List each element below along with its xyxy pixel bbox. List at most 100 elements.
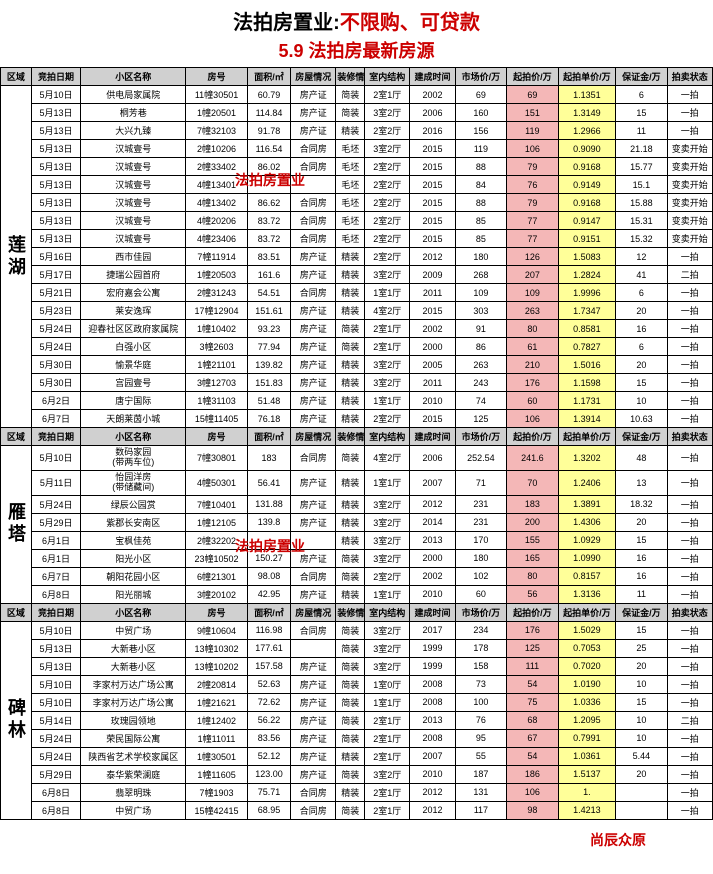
data-cell: 一拍: [667, 470, 712, 495]
data-cell: 20: [616, 657, 667, 675]
data-cell: 13幢10302: [186, 639, 248, 657]
data-cell: 汉城壹号: [81, 230, 186, 248]
table-row: 5月13日汉城壹号2幢10206116.54合同房毛坯3室2厅201511910…: [1, 140, 713, 158]
data-cell: 2015: [410, 158, 455, 176]
data-cell: 唐宁国际: [81, 392, 186, 410]
data-cell: 234: [455, 621, 506, 639]
table-row: 雁塔5月10日数码家园(带两车位)7幢30801183合同房简装4室2厅2006…: [1, 446, 713, 471]
data-cell: 精装: [336, 747, 365, 765]
data-cell: 15.77: [616, 158, 667, 176]
data-cell: 15: [616, 531, 667, 549]
data-cell: 2012: [410, 801, 455, 819]
table-row: 5月16日西市佳园7幢1191483.51房产证精装2室2厅2012180126…: [1, 248, 713, 266]
data-cell: 1室1厅: [365, 284, 410, 302]
data-cell: 玫瑰园领地: [81, 711, 186, 729]
data-cell: 2室2厅: [365, 567, 410, 585]
data-cell: 1999: [410, 639, 455, 657]
data-cell: 61: [507, 338, 558, 356]
data-cell: 80: [507, 320, 558, 338]
data-cell: 88: [455, 194, 506, 212]
data-cell: 5月24日: [31, 495, 80, 513]
data-cell: 1.3136: [558, 585, 616, 603]
data-cell: 1.5137: [558, 765, 616, 783]
data-cell: 李家村万达广场公寓: [81, 675, 186, 693]
col-header: 市场价/万: [455, 603, 506, 621]
col-header: 起拍单价/万: [558, 428, 616, 446]
data-cell: 精装: [336, 410, 365, 428]
data-cell: 一拍: [667, 531, 712, 549]
col-header: 建成时间: [410, 603, 455, 621]
data-cell: 1.: [558, 783, 616, 801]
data-cell: 1.2406: [558, 470, 616, 495]
data-cell: 1室1厅: [365, 693, 410, 711]
data-cell: 房产证: [291, 470, 336, 495]
data-cell: 20: [616, 356, 667, 374]
data-cell: 2006: [410, 104, 455, 122]
data-cell: 187: [455, 765, 506, 783]
data-cell: 供电局家属院: [81, 86, 186, 104]
data-cell: 房产证: [291, 693, 336, 711]
data-cell: 精装: [336, 122, 365, 140]
data-cell: 60: [455, 585, 506, 603]
data-cell: 2015: [410, 140, 455, 158]
data-cell: 5.44: [616, 747, 667, 765]
data-cell: 5月17日: [31, 266, 80, 284]
data-cell: 4幢20206: [186, 212, 248, 230]
data-cell: 263: [507, 302, 558, 320]
data-cell: 1幢20503: [186, 266, 248, 284]
data-cell: 简装: [336, 621, 365, 639]
data-cell: 15幢42415: [186, 801, 248, 819]
data-cell: 6: [616, 284, 667, 302]
data-cell: 15: [616, 374, 667, 392]
data-cell: 52.12: [247, 747, 290, 765]
data-cell: 1.0190: [558, 675, 616, 693]
data-cell: 13: [616, 470, 667, 495]
data-cell: 2室1厅: [365, 86, 410, 104]
data-cell: 1.0929: [558, 531, 616, 549]
data-cell: [247, 176, 290, 194]
data-cell: 一拍: [667, 513, 712, 531]
data-cell: 91: [455, 320, 506, 338]
data-cell: 简装: [336, 338, 365, 356]
data-cell: 6月8日: [31, 783, 80, 801]
data-cell: 15.1: [616, 176, 667, 194]
data-cell: 75.71: [247, 783, 290, 801]
data-cell: 102: [455, 567, 506, 585]
data-cell: 20: [616, 765, 667, 783]
data-cell: 简装: [336, 693, 365, 711]
data-cell: 165: [507, 549, 558, 567]
data-cell: 一拍: [667, 446, 712, 471]
table-row: 5月13日汉城壹号4幢2340683.72合同房毛坯2室2厅201585770.…: [1, 230, 713, 248]
data-cell: 15.31: [616, 212, 667, 230]
col-header: 竞拍日期: [31, 68, 80, 86]
data-cell: 简装: [336, 657, 365, 675]
data-cell: 3室2厅: [365, 531, 410, 549]
data-cell: 119: [507, 122, 558, 140]
data-cell: 毛坯: [336, 194, 365, 212]
data-cell: 3幢2603: [186, 338, 248, 356]
data-cell: 252.54: [455, 446, 506, 471]
col-header: 保证金/万: [616, 603, 667, 621]
data-cell: 2008: [410, 729, 455, 747]
data-cell: 合同房: [291, 212, 336, 230]
col-header: 区域: [1, 428, 32, 446]
data-cell: 一拍: [667, 567, 712, 585]
data-cell: 2007: [410, 747, 455, 765]
data-cell: 76.18: [247, 410, 290, 428]
data-cell: 10: [616, 729, 667, 747]
data-cell: 精装: [336, 495, 365, 513]
data-cell: 243: [455, 374, 506, 392]
data-cell: 合同房: [291, 284, 336, 302]
data-cell: 2幢33402: [186, 158, 248, 176]
data-cell: 3室2厅: [365, 495, 410, 513]
data-cell: 房产证: [291, 549, 336, 567]
data-cell: 一拍: [667, 657, 712, 675]
data-cell: 变卖开始: [667, 194, 712, 212]
data-cell: 1.3891: [558, 495, 616, 513]
data-cell: 41: [616, 266, 667, 284]
data-cell: 0.8581: [558, 320, 616, 338]
data-cell: 0.9168: [558, 158, 616, 176]
data-cell: 0.9149: [558, 176, 616, 194]
data-cell: 房产证: [291, 513, 336, 531]
data-cell: 2幢32202: [186, 531, 248, 549]
